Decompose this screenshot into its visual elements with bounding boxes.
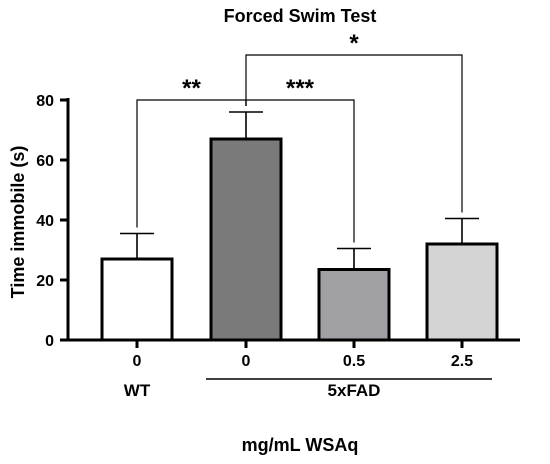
y-axis-label: Time immobile (s) [8, 146, 28, 299]
x-tick-label: 2.5 [451, 353, 473, 370]
group-label: 5xFAD [328, 381, 381, 400]
x-tick-label: 0.5 [343, 353, 365, 370]
x-axis-label: mg/mL WSAq [242, 435, 359, 455]
significance-bracket [245, 54, 463, 213]
bars [100, 137, 499, 342]
y-tick-label: 0 [45, 333, 54, 350]
bar [209, 137, 283, 342]
significance-brackets: ** **** [136, 30, 463, 243]
chart-title: Forced Swim Test [224, 6, 377, 26]
y-tick-label: 80 [36, 93, 54, 110]
x-tick-label: 0 [133, 353, 142, 370]
significance-label: *** [286, 75, 315, 102]
bar [100, 257, 174, 342]
group-labels: WT 5xFAD [124, 378, 492, 400]
y-tick-label: 40 [36, 213, 54, 230]
significance-label: * [349, 30, 359, 57]
bar [317, 268, 391, 342]
bar [425, 242, 499, 342]
y-tick-label: 20 [36, 273, 54, 290]
significance-label: ** [182, 75, 201, 102]
x-tick-label: 0 [242, 353, 251, 370]
y-tick-label: 60 [36, 153, 54, 170]
group-label: WT [124, 381, 151, 400]
error-bars [120, 111, 479, 270]
x-tick-labels: 0 0 0.5 2.5 [133, 353, 474, 370]
